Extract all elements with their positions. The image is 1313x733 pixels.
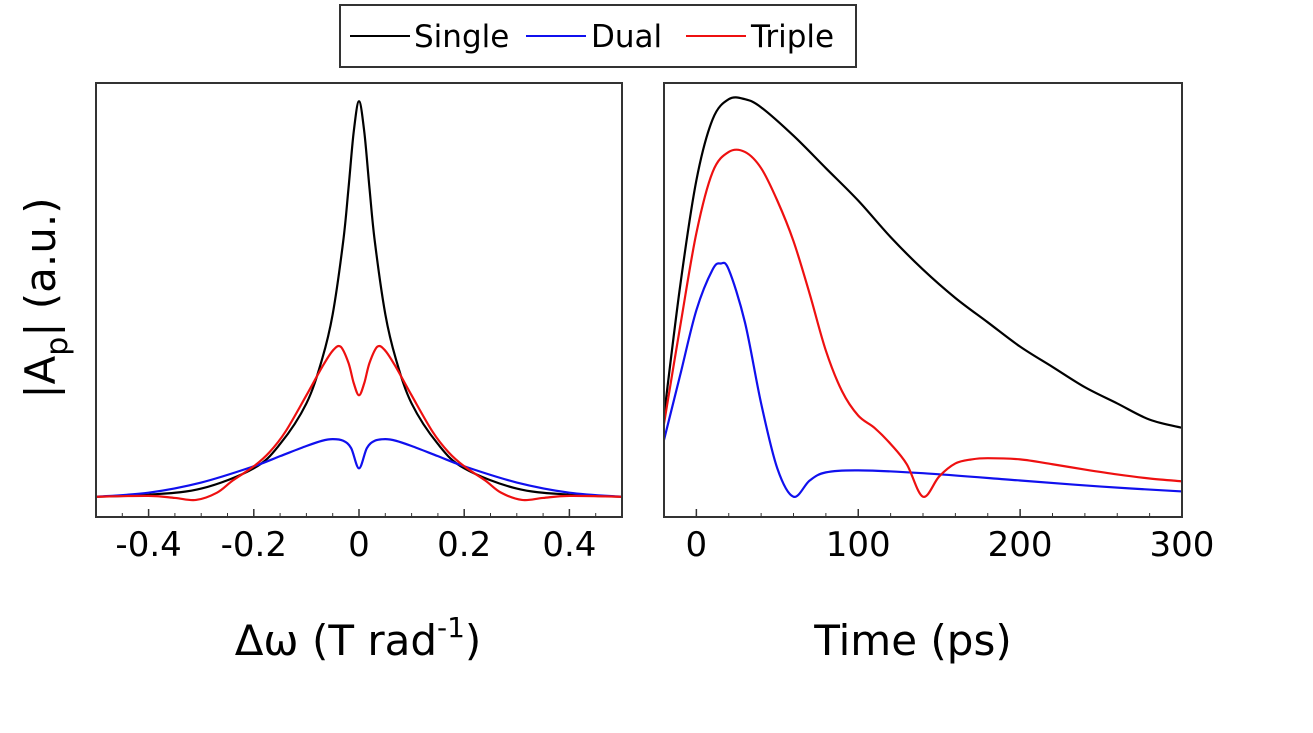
spectrum-series-dual xyxy=(96,438,622,498)
time-tick-label: 200 xyxy=(988,525,1053,565)
legend: Single Dual Triple xyxy=(339,4,857,68)
y-axis-label: |Ap| (a.u.) xyxy=(16,197,75,398)
spectrum-tick-label: 0 xyxy=(348,525,370,565)
spectrum-tick-label: -0.2 xyxy=(221,525,287,565)
time-series-single xyxy=(664,96,1182,429)
time-panel: 0 100 200 300 Time (ps) xyxy=(663,82,1215,665)
time-tick-label: 100 xyxy=(826,525,891,565)
spectrum-tick-label: -0.4 xyxy=(115,525,181,565)
time-ticks-group: 0 100 200 300 xyxy=(663,509,1215,565)
time-tick-label: 300 xyxy=(1150,525,1215,565)
spectrum-series-triple xyxy=(96,344,622,502)
time-series-triple xyxy=(664,148,1182,498)
time-series-dual xyxy=(664,261,1182,498)
legend-label-single: Single xyxy=(414,19,509,55)
time-series-group xyxy=(664,96,1182,498)
time-plot-frame xyxy=(663,82,1183,518)
spectrum-panel: -0.4 -0.2 0 0.2 0.4 Δω (T rad-1) xyxy=(95,82,623,665)
legend-label-triple: Triple xyxy=(750,19,834,55)
time-tick-label: 0 xyxy=(686,525,708,565)
spectrum-series-group xyxy=(96,100,622,502)
spectrum-x-axis-label: Δω (T rad-1) xyxy=(235,611,482,665)
legend-frame xyxy=(339,4,857,68)
spectrum-series-single xyxy=(96,100,622,498)
legend-label-dual: Dual xyxy=(591,19,662,55)
spectrum-tick-label: 0.2 xyxy=(437,525,491,565)
spectrum-plot-frame xyxy=(95,82,623,518)
time-x-axis-label: Time (ps) xyxy=(813,616,1011,665)
spectrum-ticks-group: -0.4 -0.2 0 0.2 0.4 xyxy=(95,509,623,565)
spectrum-tick-label: 0.4 xyxy=(542,525,596,565)
